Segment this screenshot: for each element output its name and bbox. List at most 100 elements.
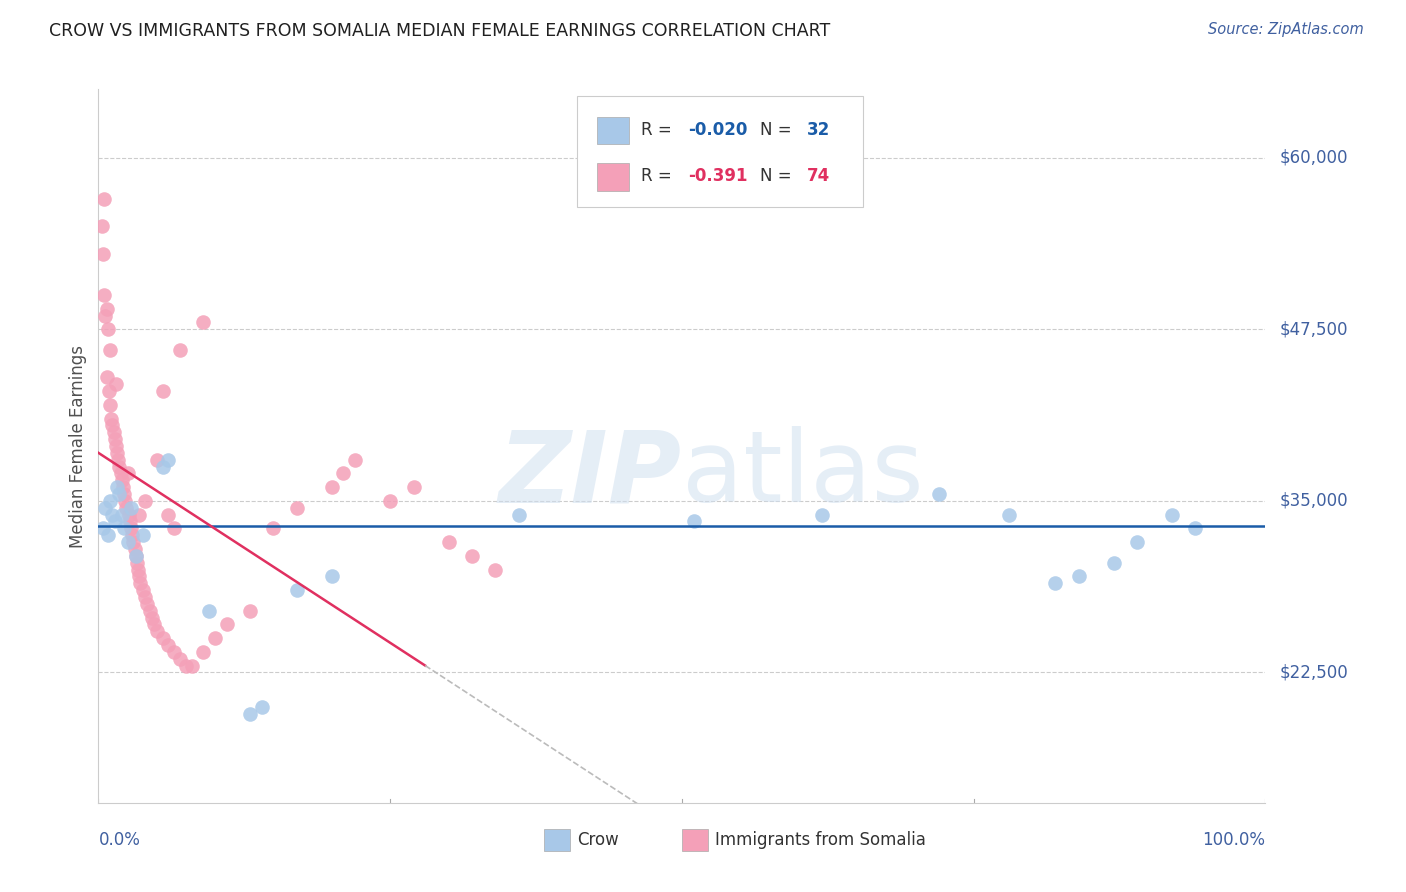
Point — [105, 480, 128, 494]
Point — [101, 508, 124, 522]
Point — [111, 480, 134, 494]
Point — [94, 309, 117, 323]
Point — [1126, 535, 1149, 549]
Point — [98, 398, 121, 412]
Point — [928, 487, 950, 501]
Point — [112, 521, 135, 535]
Point — [180, 658, 202, 673]
Point — [139, 604, 162, 618]
FancyBboxPatch shape — [576, 96, 863, 207]
Point — [174, 658, 197, 673]
Point — [108, 459, 131, 474]
Point — [104, 432, 127, 446]
Point — [146, 452, 169, 467]
Point — [125, 556, 148, 570]
Text: -0.020: -0.020 — [688, 121, 747, 139]
Point — [112, 487, 135, 501]
Point — [1161, 508, 1184, 522]
Point — [115, 500, 138, 515]
Point — [215, 617, 238, 632]
Point — [128, 508, 150, 522]
Point — [118, 515, 141, 529]
Point — [193, 316, 215, 330]
Point — [1067, 569, 1090, 583]
Point — [204, 631, 226, 645]
Text: Source: ZipAtlas.com: Source: ZipAtlas.com — [1208, 22, 1364, 37]
Point — [120, 521, 142, 535]
Point — [1102, 556, 1125, 570]
Point — [104, 377, 127, 392]
Point — [100, 411, 122, 425]
Point — [484, 562, 506, 576]
Text: CROW VS IMMIGRANTS FROM SOMALIA MEDIAN FEMALE EARNINGS CORRELATION CHART: CROW VS IMMIGRANTS FROM SOMALIA MEDIAN F… — [49, 22, 831, 40]
Text: N =: N = — [761, 168, 797, 186]
Text: $22,500: $22,500 — [1279, 664, 1348, 681]
Point — [146, 624, 169, 639]
Point — [163, 521, 186, 535]
Point — [101, 418, 124, 433]
Y-axis label: Median Female Earnings: Median Female Earnings — [69, 344, 87, 548]
Point — [157, 508, 180, 522]
Point — [110, 467, 132, 481]
Point — [108, 487, 131, 501]
Point — [121, 528, 143, 542]
Text: ZIP: ZIP — [499, 426, 682, 523]
Point — [132, 528, 155, 542]
Point — [107, 452, 129, 467]
Text: Immigrants from Somalia: Immigrants from Somalia — [714, 831, 925, 849]
Text: 100.0%: 100.0% — [1202, 831, 1265, 849]
Point — [461, 549, 484, 563]
Point — [98, 343, 121, 357]
Point — [125, 549, 148, 563]
Text: Crow: Crow — [576, 831, 619, 849]
Point — [344, 452, 367, 467]
Point — [321, 569, 343, 583]
Point — [97, 384, 120, 398]
Text: $47,500: $47,500 — [1279, 320, 1348, 338]
Point — [124, 541, 146, 556]
Text: atlas: atlas — [682, 426, 924, 523]
Point — [122, 535, 145, 549]
Point — [118, 508, 141, 522]
Point — [129, 576, 152, 591]
Point — [117, 467, 139, 481]
Point — [134, 494, 156, 508]
Point — [332, 467, 354, 481]
Point — [1184, 521, 1206, 535]
Point — [96, 301, 118, 316]
Point — [143, 617, 166, 632]
Point — [285, 500, 308, 515]
Point — [91, 521, 114, 535]
Point — [682, 515, 704, 529]
Point — [193, 645, 215, 659]
Bar — [596, 117, 630, 145]
Point — [93, 192, 115, 206]
Point — [134, 590, 156, 604]
Point — [141, 610, 163, 624]
Point — [105, 446, 128, 460]
Point — [98, 494, 121, 508]
Point — [262, 521, 284, 535]
Point — [114, 494, 136, 508]
Point — [104, 439, 127, 453]
Point — [93, 288, 115, 302]
Point — [157, 638, 180, 652]
Text: N =: N = — [761, 121, 797, 139]
Point — [97, 528, 120, 542]
Point — [152, 384, 174, 398]
Point — [132, 583, 155, 598]
Point — [811, 508, 834, 522]
Point — [104, 515, 127, 529]
Point — [169, 651, 191, 665]
Point — [198, 604, 221, 618]
Point — [1045, 576, 1067, 591]
Point — [111, 508, 134, 522]
Point — [103, 425, 125, 440]
Point — [997, 508, 1019, 522]
Point — [437, 535, 460, 549]
Text: 32: 32 — [807, 121, 830, 139]
Text: R =: R = — [641, 121, 678, 139]
Point — [97, 322, 120, 336]
Text: $35,000: $35,000 — [1279, 491, 1348, 510]
Point — [152, 459, 174, 474]
